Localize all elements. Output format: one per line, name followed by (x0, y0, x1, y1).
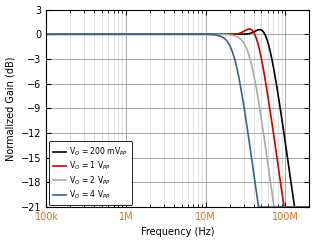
V$_O$ = 200 mV$_{PP}$ (302, 206, 306, 208)
V$_O$ = 200 mV$_{PP}$ (45, 33, 49, 36)
Line: V$_O$ = 2 V$_{PP}$: V$_O$ = 2 V$_{PP}$ (47, 34, 309, 207)
Y-axis label: Normalized Gain (dB): Normalized Gain (dB) (6, 56, 15, 161)
V$_O$ = 200 mV$_{PP}$ (307, 206, 311, 208)
V$_O$ = 1 V$_{PP}$ (146, 33, 149, 36)
Line: V$_O$ = 200 mV$_{PP}$: V$_O$ = 200 mV$_{PP}$ (47, 30, 309, 207)
V$_O$ = 2 V$_{PP}$ (272, 206, 276, 208)
V$_O$ = 200 mV$_{PP}$ (293, 206, 296, 208)
V$_O$ = 4 V$_{PP}$ (45, 33, 49, 36)
V$_O$ = 1 V$_{PP}$ (307, 206, 311, 208)
V$_O$ = 1 V$_{PP}$ (282, 206, 286, 208)
V$_O$ = 1 V$_{PP}$ (302, 206, 306, 208)
V$_O$ = 1 V$_{PP}$ (274, 149, 278, 152)
V$_O$ = 2 V$_{PP}$ (90, 33, 94, 36)
V$_O$ = 200 mV$_{PP}$ (146, 33, 149, 36)
V$_O$ = 2 V$_{PP}$ (274, 206, 278, 208)
V$_O$ = 4 V$_{PP}$ (146, 33, 149, 36)
V$_O$ = 2 V$_{PP}$ (45, 33, 49, 36)
V$_O$ = 200 mV$_{PP}$ (258, 28, 261, 31)
Line: V$_O$ = 4 V$_{PP}$: V$_O$ = 4 V$_{PP}$ (47, 34, 309, 207)
V$_O$ = 2 V$_{PP}$ (157, 33, 161, 36)
V$_O$ = 4 V$_{PP}$ (75, 33, 78, 36)
V$_O$ = 4 V$_{PP}$ (274, 206, 278, 208)
V$_O$ = 1 V$_{PP}$ (157, 33, 161, 36)
V$_O$ = 4 V$_{PP}$ (157, 33, 161, 36)
V$_O$ = 4 V$_{PP}$ (90, 33, 94, 36)
Legend: V$_O$ = 200 mV$_{PP}$, V$_O$ = 1 V$_{PP}$, V$_O$ = 2 V$_{PP}$, V$_O$ = 4 V$_{PP}: V$_O$ = 200 mV$_{PP}$, V$_O$ = 1 V$_{PP}… (49, 141, 132, 205)
V$_O$ = 200 mV$_{PP}$ (75, 33, 78, 36)
V$_O$ = 2 V$_{PP}$ (302, 206, 306, 208)
V$_O$ = 4 V$_{PP}$ (302, 206, 306, 208)
V$_O$ = 200 mV$_{PP}$ (157, 33, 161, 36)
V$_O$ = 1 V$_{PP}$ (75, 33, 78, 36)
V$_O$ = 4 V$_{PP}$ (257, 206, 261, 208)
V$_O$ = 1 V$_{PP}$ (90, 33, 94, 36)
V$_O$ = 1 V$_{PP}$ (45, 33, 49, 36)
V$_O$ = 2 V$_{PP}$ (307, 206, 311, 208)
Line: V$_O$ = 1 V$_{PP}$: V$_O$ = 1 V$_{PP}$ (47, 29, 309, 207)
V$_O$ = 2 V$_{PP}$ (75, 33, 78, 36)
V$_O$ = 200 mV$_{PP}$ (90, 33, 94, 36)
V$_O$ = 2 V$_{PP}$ (146, 33, 149, 36)
X-axis label: Frequency (Hz): Frequency (Hz) (141, 227, 215, 237)
V$_O$ = 200 mV$_{PP}$ (274, 81, 278, 84)
V$_O$ = 1 V$_{PP}$ (247, 27, 251, 30)
V$_O$ = 4 V$_{PP}$ (307, 206, 311, 208)
